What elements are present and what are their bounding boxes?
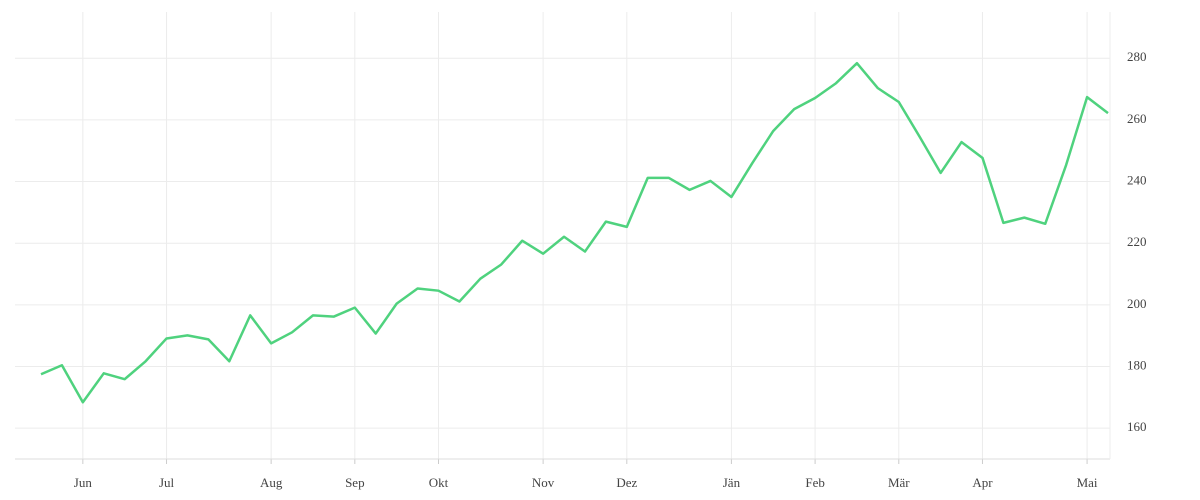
x-tick-label: Mai <box>1077 475 1098 490</box>
y-tick-label: 200 <box>1127 296 1147 311</box>
y-tick-label: 240 <box>1127 173 1147 188</box>
y-tick-label: 260 <box>1127 111 1147 126</box>
x-tick-label: Feb <box>805 475 825 490</box>
x-tick-label: Okt <box>429 475 449 490</box>
x-tick-label: Aug <box>260 475 283 490</box>
x-tick-label: Jun <box>74 475 93 490</box>
y-tick-label: 280 <box>1127 49 1147 64</box>
x-tick-label: Apr <box>972 475 993 490</box>
y-tick-label: 180 <box>1127 358 1147 373</box>
x-tick-label: Sep <box>345 475 365 490</box>
data-line <box>40 61 1109 404</box>
x-tick-label: Mär <box>888 475 910 490</box>
x-tick-label: Jän <box>723 475 741 490</box>
y-tick-label: 220 <box>1127 234 1147 249</box>
x-tick-label: Dez <box>616 475 637 490</box>
y-tick-label: 160 <box>1127 419 1147 434</box>
x-tick-label: Nov <box>532 475 555 490</box>
x-tick-label: Jul <box>159 475 175 490</box>
